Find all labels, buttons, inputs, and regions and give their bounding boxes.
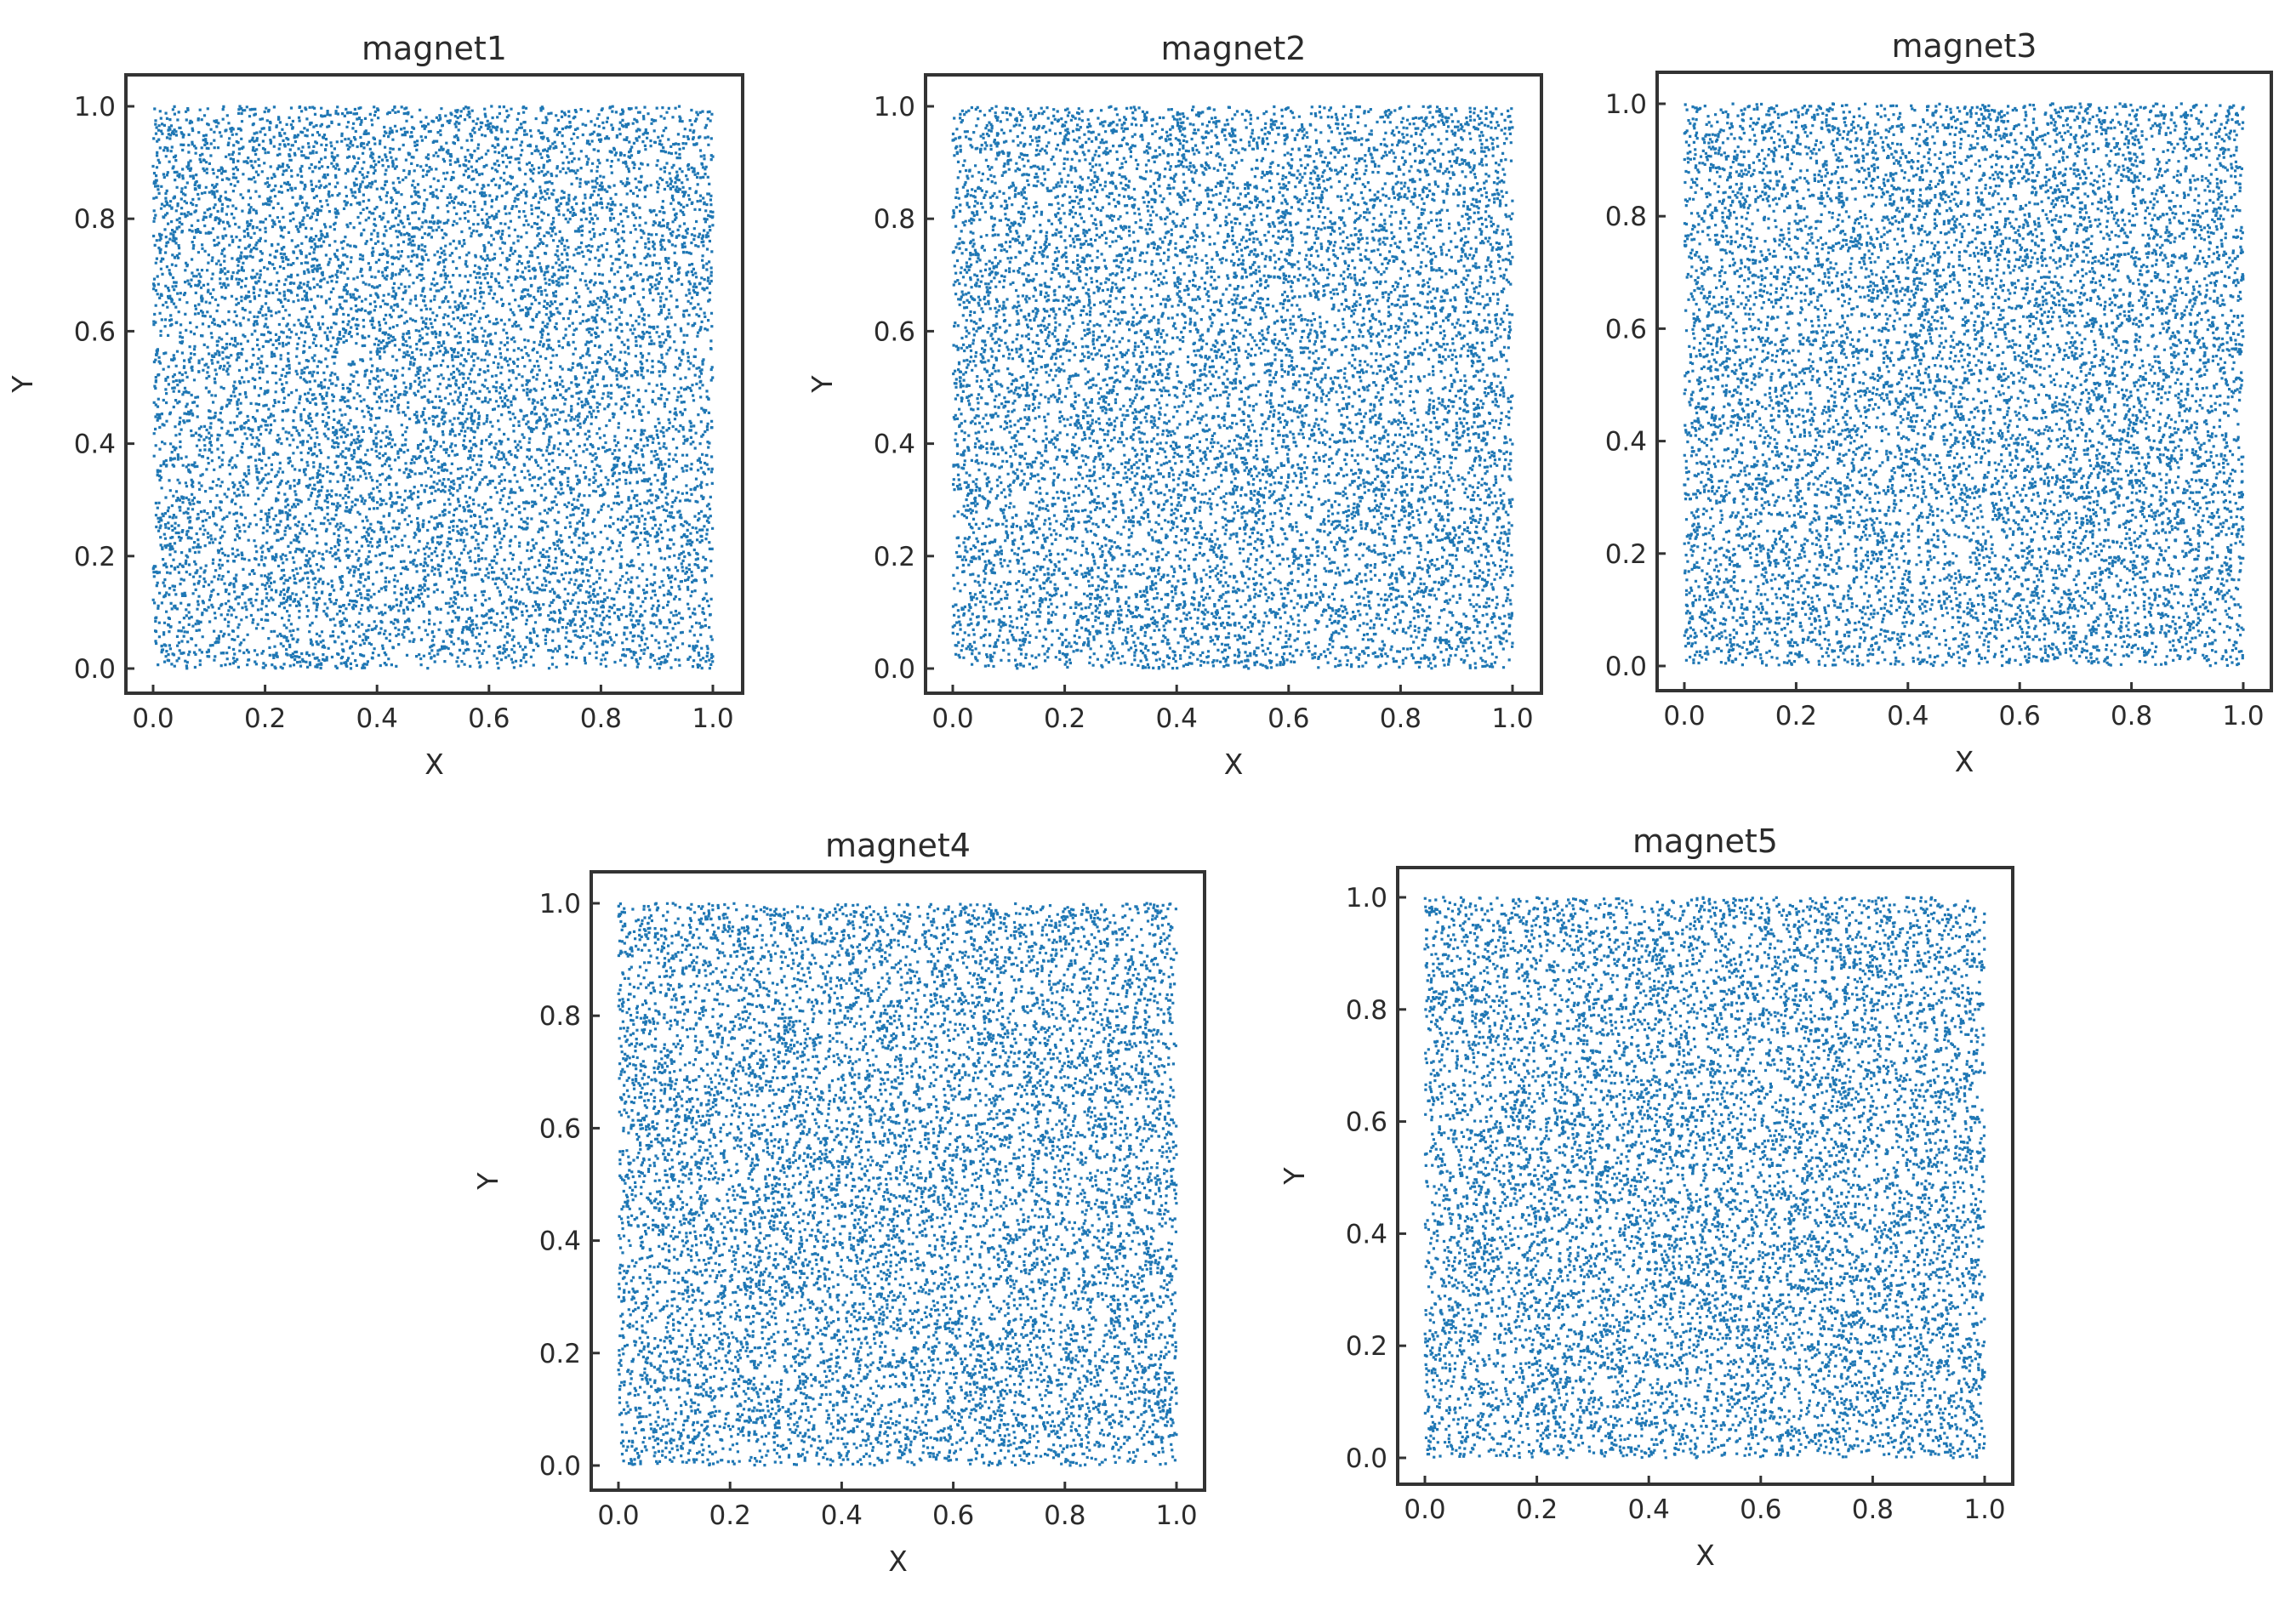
y-tick-label: 0.6 [539, 1113, 581, 1144]
axes-frame [924, 73, 1543, 695]
y-tick-label: 0.0 [874, 654, 915, 685]
x-tick-label: 1.0 [1963, 1494, 2005, 1525]
axes-frame [124, 73, 744, 695]
y-tick-label: 1.0 [74, 92, 116, 122]
x-tick-label: 1.0 [2222, 701, 2264, 731]
y-tick-label: 0.2 [874, 542, 915, 572]
subplot-2: 0.0 0.2 0.4 0.6 0.8 1.0 0.0 0.2 0.4 0.6 0.8 1.0 magn… [806, 30, 1543, 781]
scatter-series-4-1 [617, 902, 1178, 1467]
y-tick-label: 0.6 [874, 316, 915, 347]
x-tick-label: 1.0 [1491, 703, 1533, 734]
x-tick-label: 0.0 [132, 703, 174, 734]
scatter-series-5-1 [1423, 896, 1986, 1460]
x-tick-label: 0.8 [1380, 703, 1421, 734]
x-tick-label: 0.8 [1852, 1494, 1894, 1525]
scatter-series-1-1 [151, 105, 715, 670]
y-tick-label: 0.6 [74, 316, 116, 347]
y-tick-label: 1.0 [1605, 89, 1647, 120]
y-tick-label: 0.8 [1346, 995, 1387, 1026]
x-tick-label: 0.0 [597, 1500, 639, 1531]
x-tick-label: 0.2 [1775, 701, 1817, 731]
axes-frame [590, 870, 1206, 1492]
y-tick-label: 0.2 [1605, 539, 1647, 570]
y-tick-label: 0.4 [539, 1227, 581, 1257]
scatter-series-3-1 [1683, 102, 2245, 668]
x-tick-label: 0.6 [1999, 701, 2041, 731]
subplot-1: 0.0 0.2 0.4 0.6 0.8 1.0 0.0 0.2 0.4 0.6 0.8 1.0 magn… [6, 30, 744, 781]
x-tick-label: 0.8 [580, 703, 622, 734]
x-tick-label: 0.0 [932, 703, 973, 734]
x-tick-label: 0.4 [1156, 703, 1198, 734]
axes-frame [1396, 866, 2014, 1486]
y-tick-label: 0.4 [1605, 427, 1647, 458]
x-tick-label: 0.6 [932, 1500, 974, 1531]
x-axis-label: X [1224, 748, 1244, 781]
x-tick-label: 0.8 [2111, 701, 2152, 731]
x-tick-label: 0.2 [709, 1500, 751, 1531]
subplot-5: 0.0 0.2 0.4 0.6 0.8 1.0 0.0 0.2 0.4 0.6 0.8 1.0 magn… [1278, 822, 2014, 1572]
x-tick-label: 0.4 [1887, 701, 1929, 731]
x-tick-label: 0.6 [1740, 1494, 1781, 1525]
x-tick-label: 0.8 [1044, 1500, 1085, 1531]
scatter-series-2-1 [951, 105, 1514, 670]
x-tick-label: 0.6 [468, 703, 510, 734]
x-tick-label: 0.6 [1268, 703, 1309, 734]
axes-frame [1655, 71, 2273, 692]
x-tick-label: 1.0 [1155, 1500, 1197, 1531]
subplot-4: 0.0 0.2 0.4 0.6 0.8 1.0 0.0 0.2 0.4 0.6 0.8 1.0 magn… [471, 827, 1206, 1578]
y-tick-label: 0.8 [74, 204, 116, 235]
x-tick-label: 0.4 [356, 703, 398, 734]
x-axis-label: X [888, 1545, 908, 1578]
x-tick-label: 0.2 [1516, 1494, 1558, 1525]
y-axis-label: Y [471, 1172, 504, 1191]
y-tick-label: 0.0 [1605, 652, 1647, 682]
y-tick-label: 0.8 [539, 1001, 581, 1032]
y-tick-label: 0.6 [1346, 1107, 1387, 1138]
chart-title: magnet2 [1161, 30, 1307, 67]
y-tick-label: 0.8 [874, 204, 915, 235]
x-tick-label: 0.4 [821, 1500, 863, 1531]
y-tick-label: 1.0 [539, 889, 581, 919]
y-tick-label: 0.2 [74, 542, 116, 572]
y-tick-label: 1.0 [874, 92, 915, 122]
y-tick-label: 0.0 [539, 1451, 581, 1482]
x-axis-label: X [1955, 745, 1974, 778]
chart-title: magnet3 [1892, 27, 2037, 65]
x-tick-label: 0.2 [1044, 703, 1085, 734]
x-tick-label: 0.0 [1404, 1494, 1445, 1525]
y-tick-label: 0.4 [74, 430, 116, 460]
y-tick-label: 0.6 [1605, 314, 1647, 344]
y-tick-label: 0.2 [1346, 1331, 1387, 1362]
y-axis-label: Y [6, 375, 39, 394]
x-tick-label: 0.0 [1663, 701, 1705, 731]
y-tick-label: 0.4 [874, 430, 915, 460]
y-tick-label: 0.0 [74, 654, 116, 685]
y-tick-label: 0.0 [1346, 1443, 1387, 1474]
x-tick-label: 0.2 [244, 703, 286, 734]
y-tick-label: 0.8 [1605, 202, 1647, 232]
x-axis-label: X [424, 748, 444, 781]
y-tick-label: 1.0 [1346, 883, 1387, 913]
chart-title: magnet1 [362, 30, 507, 67]
x-tick-label: 0.4 [1628, 1494, 1670, 1525]
y-axis-label: Y [1278, 1167, 1311, 1186]
y-tick-label: 0.4 [1346, 1219, 1387, 1249]
y-tick-label: 0.2 [539, 1339, 581, 1369]
x-tick-label: 1.0 [692, 703, 733, 734]
chart-title: magnet5 [1632, 822, 1778, 860]
chart-title: magnet4 [825, 827, 971, 864]
x-axis-label: X [1695, 1539, 1715, 1572]
y-axis-label: Y [806, 375, 839, 394]
subplot-3: 0.0 0.2 0.4 0.6 0.8 1.0 0.0 0.2 0.4 0.6 0.8 1.0 magn… [1605, 27, 2273, 778]
